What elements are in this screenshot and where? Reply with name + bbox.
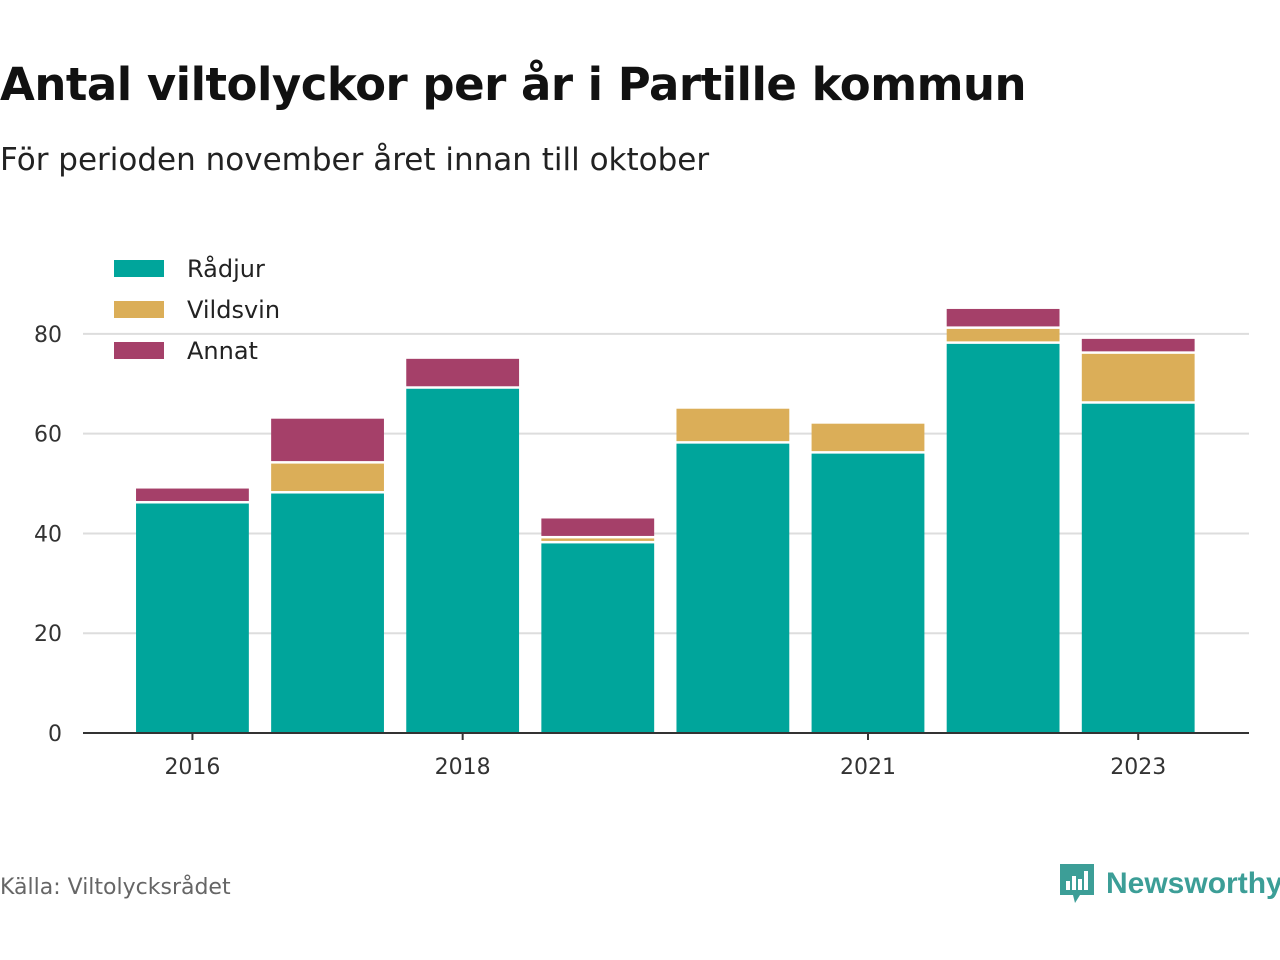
legend-label-annat: Annat (187, 337, 258, 365)
legend-label-rådjur: Rådjur (187, 254, 265, 283)
bar-segment-vildsvin (271, 463, 384, 492)
y-axis-ticks: 0 20 40 60 80 (34, 323, 62, 747)
bar-segment-vildsvin (946, 328, 1060, 342)
bar-segment-annat (136, 488, 249, 502)
bar-segment-rådjur (811, 453, 925, 733)
bars (136, 308, 1195, 733)
bar-segment-rådjur (136, 503, 249, 733)
x-tick-label: 2016 (164, 755, 220, 780)
bar-segment-rådjur (676, 443, 790, 733)
bar-segment-annat (946, 308, 1060, 327)
x-tick-label: 2023 (1110, 755, 1166, 780)
y-tick-label: 80 (34, 323, 62, 348)
brand-logo: Newsworthy (1058, 862, 1280, 906)
chart-subtitle: För perioden november året innan till ok… (0, 142, 710, 178)
x-axis-ticks: 2016 2018 2021 2023 (164, 733, 1166, 780)
legend-label-vildsvin: Vildsvin (187, 296, 280, 324)
gridlines (83, 332, 1249, 635)
bar-segment-vildsvin (811, 423, 925, 452)
bar-segment-vildsvin (676, 408, 790, 442)
bar-segment-annat (1081, 338, 1195, 352)
bar-segment-rådjur (406, 388, 520, 733)
bar-segment-annat (406, 358, 520, 387)
bar-segment-rådjur (946, 343, 1060, 733)
bar-segment-rådjur (271, 493, 384, 733)
newsworthy-logo-icon (1060, 864, 1094, 903)
bar-segment-rådjur (1081, 403, 1195, 733)
bar-segment-annat (541, 518, 655, 536)
source-note: Källa: Viltolycksrådet (0, 875, 231, 900)
legend: Rådjur Vildsvin Annat (114, 254, 280, 365)
y-tick-label: 60 (34, 423, 62, 448)
y-tick-label: 0 (48, 722, 62, 747)
bar-segment-vildsvin (1081, 353, 1195, 402)
legend-swatch-rådjur (114, 260, 164, 277)
x-tick-label: 2018 (435, 755, 491, 780)
y-tick-label: 20 (34, 622, 62, 647)
brand-name: Newsworthy (1106, 867, 1280, 900)
bar-segment-annat (271, 418, 384, 462)
y-tick-label: 40 (34, 522, 62, 547)
stacked-bar-chart: 0 20 40 60 80 2016 2018 2021 2023 Rådjur Vildsvi… (34, 254, 1249, 780)
bar-segment-rådjur (541, 543, 655, 733)
x-tick-label: 2021 (840, 755, 896, 780)
legend-swatch-annat (114, 342, 164, 359)
bar-segment-vildsvin (541, 538, 655, 541)
chart-title: Antal viltolyckor per år i Partille komm… (0, 58, 1027, 111)
legend-swatch-vildsvin (114, 301, 164, 318)
